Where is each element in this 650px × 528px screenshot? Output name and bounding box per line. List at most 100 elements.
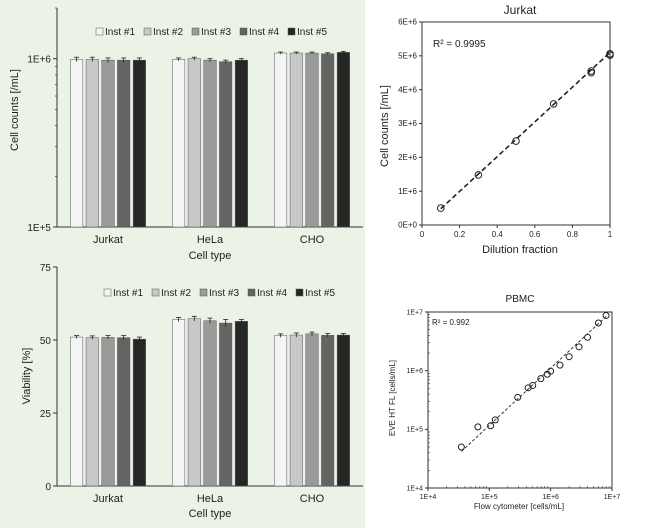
- x-tick-label: 0: [420, 230, 425, 239]
- bar: [70, 336, 84, 487]
- bar: [85, 337, 99, 487]
- data-point: [537, 375, 545, 383]
- x-axis-label: Dilution fraction: [482, 244, 558, 256]
- y-axis-label: Cell counts [/mL]: [379, 85, 391, 167]
- data-point: [594, 319, 602, 327]
- plot-frame: [421, 21, 611, 226]
- x-tick-label: 1: [608, 230, 613, 239]
- y-tick-label: 25: [40, 409, 52, 420]
- bar: [101, 59, 115, 228]
- bar: [187, 58, 201, 228]
- bar: [305, 52, 319, 228]
- legend-swatch: [287, 27, 296, 36]
- y-axis-label: EVE HT FL [cells/mL]: [388, 360, 397, 436]
- x-axis-label: Cell type: [189, 250, 232, 262]
- legend-label: Inst #5: [297, 27, 327, 38]
- bar: [274, 52, 288, 228]
- legend-label: Inst #3: [209, 288, 239, 299]
- bar: [274, 335, 288, 487]
- pbmc-correlation-scatter: PBMC R² = 0.992 Flow cytometer [cells/mL…: [388, 294, 620, 511]
- y-tick-label: 1E+6: [27, 55, 51, 66]
- trendline: [440, 51, 611, 210]
- bar: [336, 334, 350, 487]
- r-squared-annotation: R² = 0.9995: [433, 39, 486, 50]
- x-tick-label: 1E+5: [481, 494, 498, 501]
- data-point: [514, 393, 522, 401]
- legend-label: Inst #2: [161, 288, 191, 299]
- chart-title: Jurkat: [504, 3, 537, 17]
- legend-swatch: [199, 288, 208, 297]
- y-tick-label: 1E+5: [406, 427, 423, 434]
- data-point: [584, 333, 592, 341]
- plot-frame: [427, 311, 613, 489]
- y-tick-label: 6E+6: [398, 18, 417, 27]
- y-tick-label: 75: [40, 263, 52, 274]
- bar: [289, 334, 303, 487]
- x-tick-label: HeLa: [197, 234, 224, 246]
- legend-label: Inst #1: [113, 288, 143, 299]
- bar: [187, 318, 201, 487]
- bar: [219, 322, 233, 487]
- legend-label: Inst #1: [105, 27, 135, 38]
- legend-label: Inst #4: [249, 27, 279, 38]
- bar: [321, 335, 335, 487]
- data-point: [602, 312, 610, 320]
- bar: [132, 338, 146, 487]
- bar: [234, 59, 248, 228]
- y-tick-label: 4E+6: [398, 85, 417, 94]
- x-axis-label: Cell type: [189, 508, 232, 520]
- cell-counts-bar-chart: Cell counts [/mL] Cell type 1E+5 1E+6 Jurk…: [0, 0, 365, 262]
- x-tick-label: Jurkat: [93, 234, 123, 246]
- y-tick-label: 50: [40, 336, 52, 347]
- data-point: [606, 50, 614, 58]
- bar: [117, 337, 131, 487]
- data-point: [491, 416, 499, 424]
- bar: [172, 59, 186, 228]
- y-tick-label: 3E+6: [398, 119, 417, 128]
- x-tick-label: 0.2: [454, 230, 466, 239]
- x-tick-label: 0.4: [492, 230, 504, 239]
- data-point: [565, 353, 573, 361]
- y-tick-label: 1E+7: [406, 309, 423, 316]
- x-tick-label: 1E+7: [604, 494, 621, 501]
- x-axis-label: Flow cytometer [cells/mL]: [474, 502, 564, 511]
- legend-label: Inst #4: [257, 288, 287, 299]
- data-point: [575, 343, 583, 351]
- bar: [305, 333, 319, 487]
- x-tick-label: CHO: [300, 493, 325, 505]
- y-tick-label: 5E+6: [398, 52, 417, 61]
- bar: [172, 319, 186, 487]
- x-tick-label: HeLa: [197, 493, 224, 505]
- y-tick-label: 1E+6: [406, 368, 423, 375]
- y-axis-label: Viability [%]: [21, 348, 33, 405]
- legend-swatch: [151, 288, 160, 297]
- legend-swatch: [103, 288, 112, 297]
- bar: [219, 61, 233, 228]
- data-point: [437, 204, 445, 212]
- bar: [203, 59, 217, 228]
- x-tick-label: CHO: [300, 234, 325, 246]
- bar: [321, 53, 335, 228]
- data-point: [512, 137, 520, 145]
- bar: [289, 52, 303, 228]
- y-axis-label: Cell counts [/mL]: [9, 69, 21, 151]
- legend-swatch: [239, 27, 248, 36]
- legend-label: Inst #5: [305, 288, 335, 299]
- x-tick-label: 1E+6: [542, 494, 559, 501]
- data-point: [529, 381, 537, 389]
- data-point: [556, 361, 564, 369]
- bar: [336, 52, 350, 228]
- jurkat-linearity-scatter: Jurkat R² = 0.9995 Dilution fraction Cel…: [379, 3, 614, 256]
- data-point: [547, 367, 555, 375]
- legend-label: Inst #3: [201, 27, 231, 38]
- legend-swatch: [143, 27, 152, 36]
- data-point: [457, 443, 465, 451]
- legend-label: Inst #2: [153, 27, 183, 38]
- y-tick-label: 1E+4: [406, 485, 423, 492]
- y-tick-label: 2E+6: [398, 153, 417, 162]
- bar: [117, 59, 131, 228]
- x-tick-label: 0.8: [567, 230, 579, 239]
- viability-bar-chart: Viability [%] Cell type 0 25 50 75 Jurkat HeL…: [0, 262, 365, 528]
- data-point: [487, 422, 495, 430]
